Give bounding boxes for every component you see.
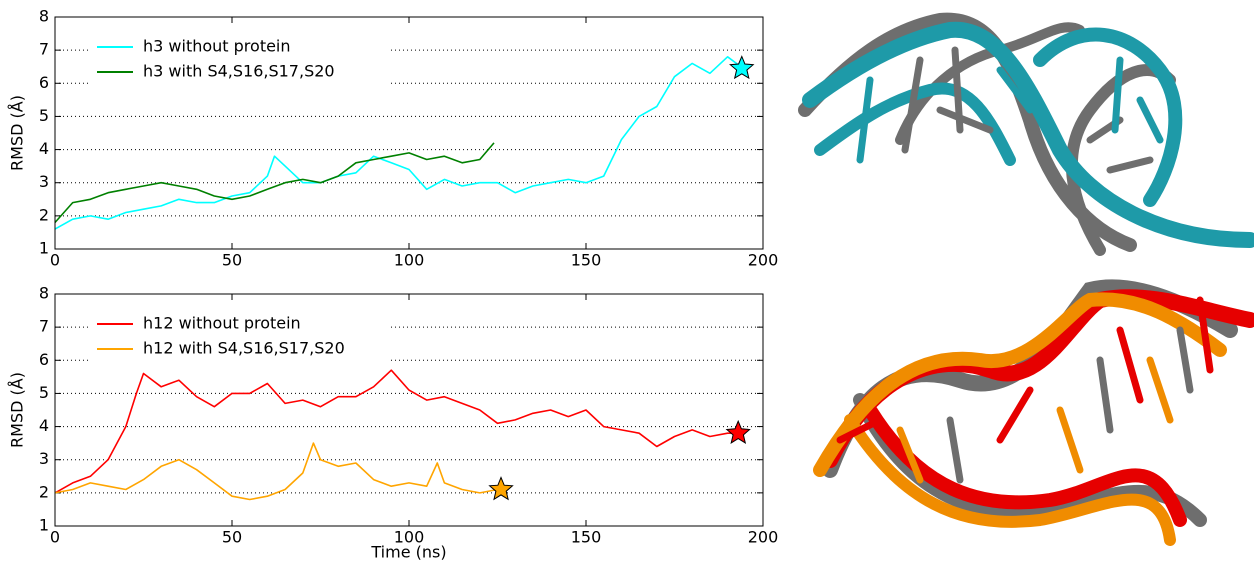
x-tick-label: 50 — [222, 251, 242, 270]
x-tick-label: 0 — [50, 251, 60, 270]
y-tick-label: 1 — [39, 239, 49, 258]
y-tick-label: 2 — [39, 205, 49, 224]
x-tick-label: 200 — [748, 251, 779, 270]
y-axis-label: RMSD (Å) — [8, 95, 27, 171]
y-axis-label: RMSD (Å) — [8, 372, 27, 448]
x-tick-label: 200 — [748, 528, 779, 547]
y-tick-label: 7 — [39, 317, 49, 336]
y-tick-label: 3 — [39, 172, 49, 191]
y-tick-label: 6 — [39, 73, 49, 92]
x-axis-label: Time (ns) — [370, 543, 446, 562]
figure: 12345678050100150200h3 without proteinh3… — [0, 0, 1254, 564]
y-tick-label: 4 — [39, 416, 49, 435]
legend-label: h3 without protein — [143, 37, 291, 56]
y-tick-label: 5 — [39, 383, 49, 402]
rna-structure-bottom — [820, 287, 1250, 540]
x-tick-label: 50 — [222, 528, 242, 547]
legend-label: h3 with S4,S16,S17,S20 — [143, 62, 335, 81]
y-tick-label: 8 — [39, 7, 49, 26]
x-tick-label: 100 — [394, 251, 425, 270]
plot: 1 2 3 4 5 6 7 8 0 50 100 150 200 h3 without protein h3… — [8, 7, 779, 270]
end-marker — [490, 478, 513, 500]
y-tick-label: 3 — [39, 449, 49, 468]
y-tick-label: 5 — [39, 106, 49, 125]
end-marker — [730, 56, 753, 78]
data-line — [55, 143, 494, 223]
data-line — [55, 370, 738, 493]
x-tick-label: 150 — [571, 251, 602, 270]
y-tick-label: 8 — [39, 284, 49, 303]
y-tick-label: 2 — [39, 482, 49, 501]
legend-label: h12 without protein — [143, 314, 301, 333]
rna-structure-top — [805, 20, 1250, 250]
data-line — [55, 443, 498, 499]
y-tick-label: 7 — [39, 40, 49, 59]
y-tick-label: 6 — [39, 350, 49, 369]
x-tick-label: 0 — [50, 528, 60, 547]
end-marker — [727, 421, 750, 443]
legend-label: h12 with S4,S16,S17,S20 — [143, 339, 345, 358]
y-tick-label: 1 — [39, 516, 49, 535]
y-tick-label: 4 — [39, 139, 49, 158]
x-tick-label: 150 — [571, 528, 602, 547]
